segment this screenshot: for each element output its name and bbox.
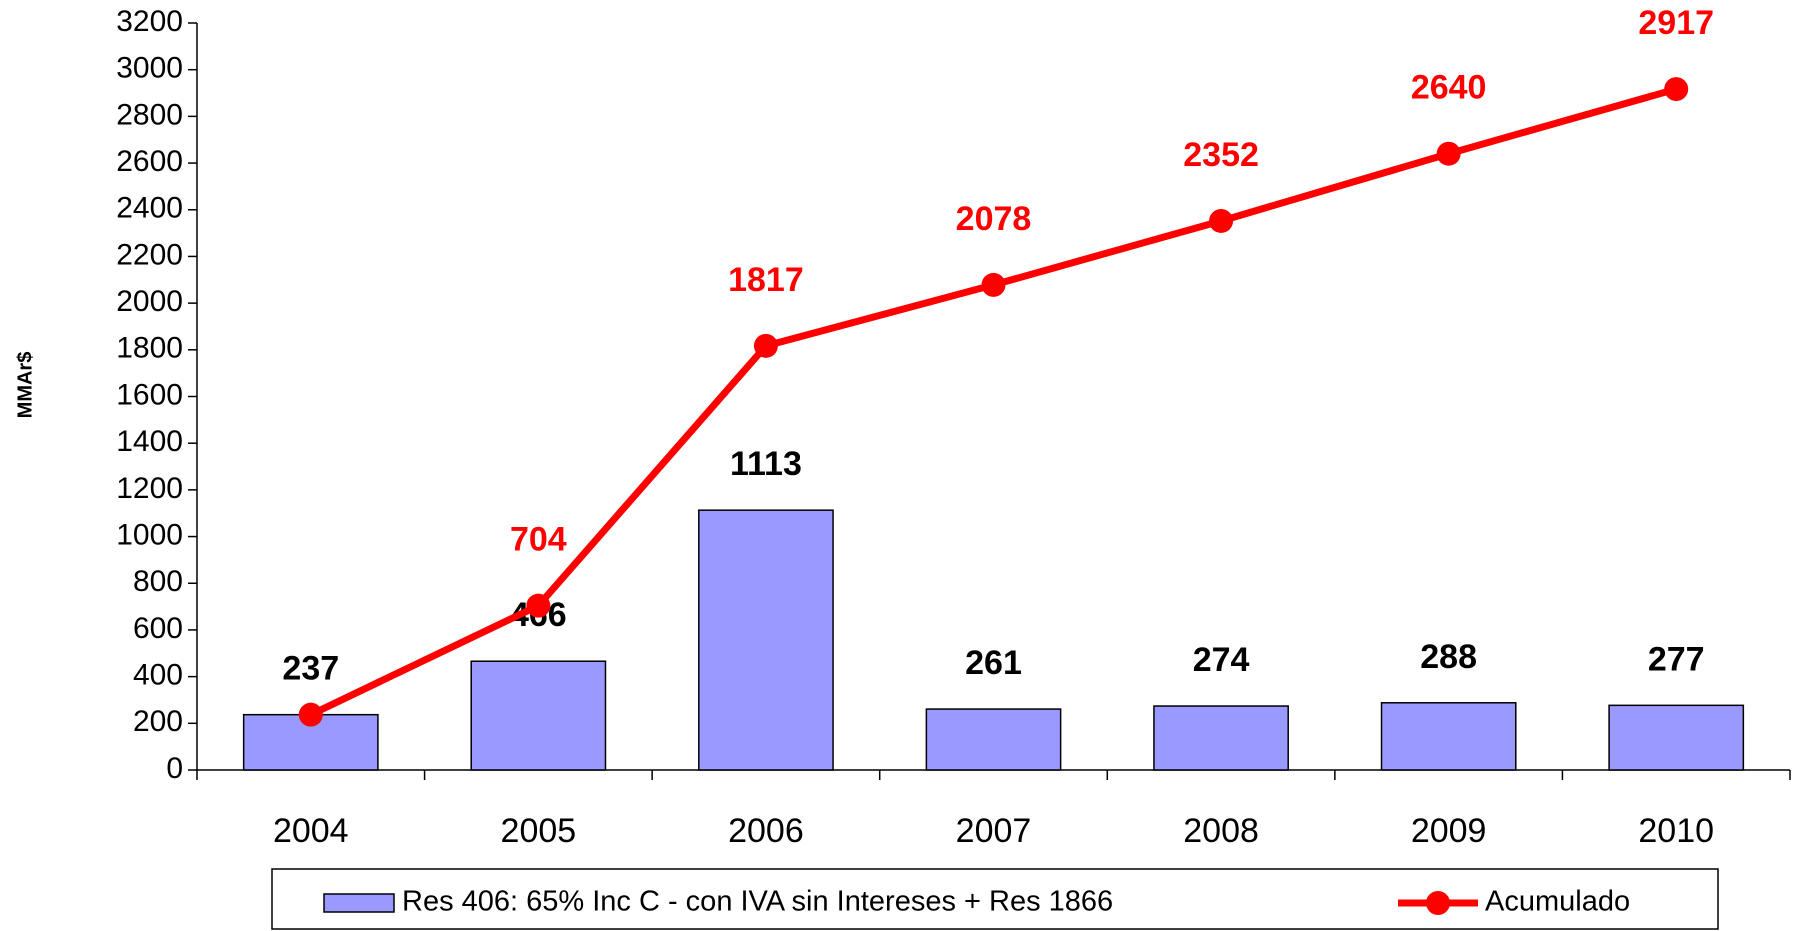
bar-value-label: 288 — [1420, 638, 1477, 676]
y-tick-label: 1400 — [116, 425, 183, 458]
bar — [470, 660, 607, 771]
y-tick-label: 2000 — [116, 285, 183, 318]
line-marker — [1436, 141, 1461, 166]
y-tick-label: 0 — [166, 752, 183, 785]
x-tick-label: 2006 — [728, 812, 804, 850]
bar-value-label: 237 — [282, 650, 339, 688]
bar-value-label: 1113 — [730, 445, 802, 483]
line-value-label: 2078 — [956, 200, 1032, 238]
y-tick-label: 2800 — [116, 98, 183, 131]
y-tick-label: 1200 — [116, 472, 183, 505]
line-marker — [753, 333, 778, 358]
y-tick-label: 2600 — [116, 145, 183, 178]
y-tick-label: 3200 — [116, 5, 183, 38]
legend-marker — [1426, 891, 1450, 915]
y-tick-label: 600 — [133, 612, 183, 645]
x-tick-label: 2007 — [956, 812, 1032, 850]
legend-box — [271, 868, 1719, 930]
legend-label: Res 406: 65% Inc C - con IVA sin Interes… — [402, 886, 1113, 918]
line-value-label: 1817 — [728, 261, 804, 299]
line-marker — [526, 593, 551, 618]
bar-value-label: 274 — [1193, 641, 1250, 679]
bar — [1380, 702, 1517, 771]
y-tick-label: 1800 — [116, 332, 183, 365]
line-marker — [298, 702, 323, 727]
y-tick-label: 1000 — [116, 518, 183, 551]
line-marker — [981, 272, 1006, 297]
line-value-label: 2640 — [1411, 69, 1487, 107]
y-tick-label: 400 — [133, 659, 183, 692]
legend-label: Acumulado — [1485, 886, 1630, 918]
legend-swatch — [323, 893, 395, 913]
bar — [925, 708, 1062, 771]
x-tick-label: 2005 — [501, 812, 577, 850]
line-marker — [1664, 77, 1689, 102]
line-value-label: 704 — [510, 521, 567, 559]
bar-value-label: 277 — [1648, 640, 1705, 678]
x-tick-label: 2008 — [1183, 812, 1259, 850]
y-tick-label: 1600 — [116, 378, 183, 411]
line-value-label: 2917 — [1638, 4, 1714, 42]
y-tick-label: 800 — [133, 565, 183, 598]
line-value-label: 2352 — [1183, 136, 1259, 174]
bar — [1608, 704, 1745, 771]
x-tick-label: 2009 — [1411, 812, 1487, 850]
line-marker — [1209, 208, 1234, 233]
bar — [698, 509, 834, 771]
bar — [1153, 705, 1289, 771]
y-tick-label: 200 — [133, 705, 183, 738]
y-axis-label: MMAr$ — [14, 352, 36, 419]
y-tick-label: 3000 — [116, 52, 183, 85]
x-tick-label: 2010 — [1638, 812, 1714, 850]
y-tick-label: 2400 — [116, 192, 183, 225]
y-tick-label: 2200 — [116, 238, 183, 271]
x-tick-label: 2004 — [273, 812, 349, 850]
bar-value-label: 261 — [965, 644, 1022, 682]
